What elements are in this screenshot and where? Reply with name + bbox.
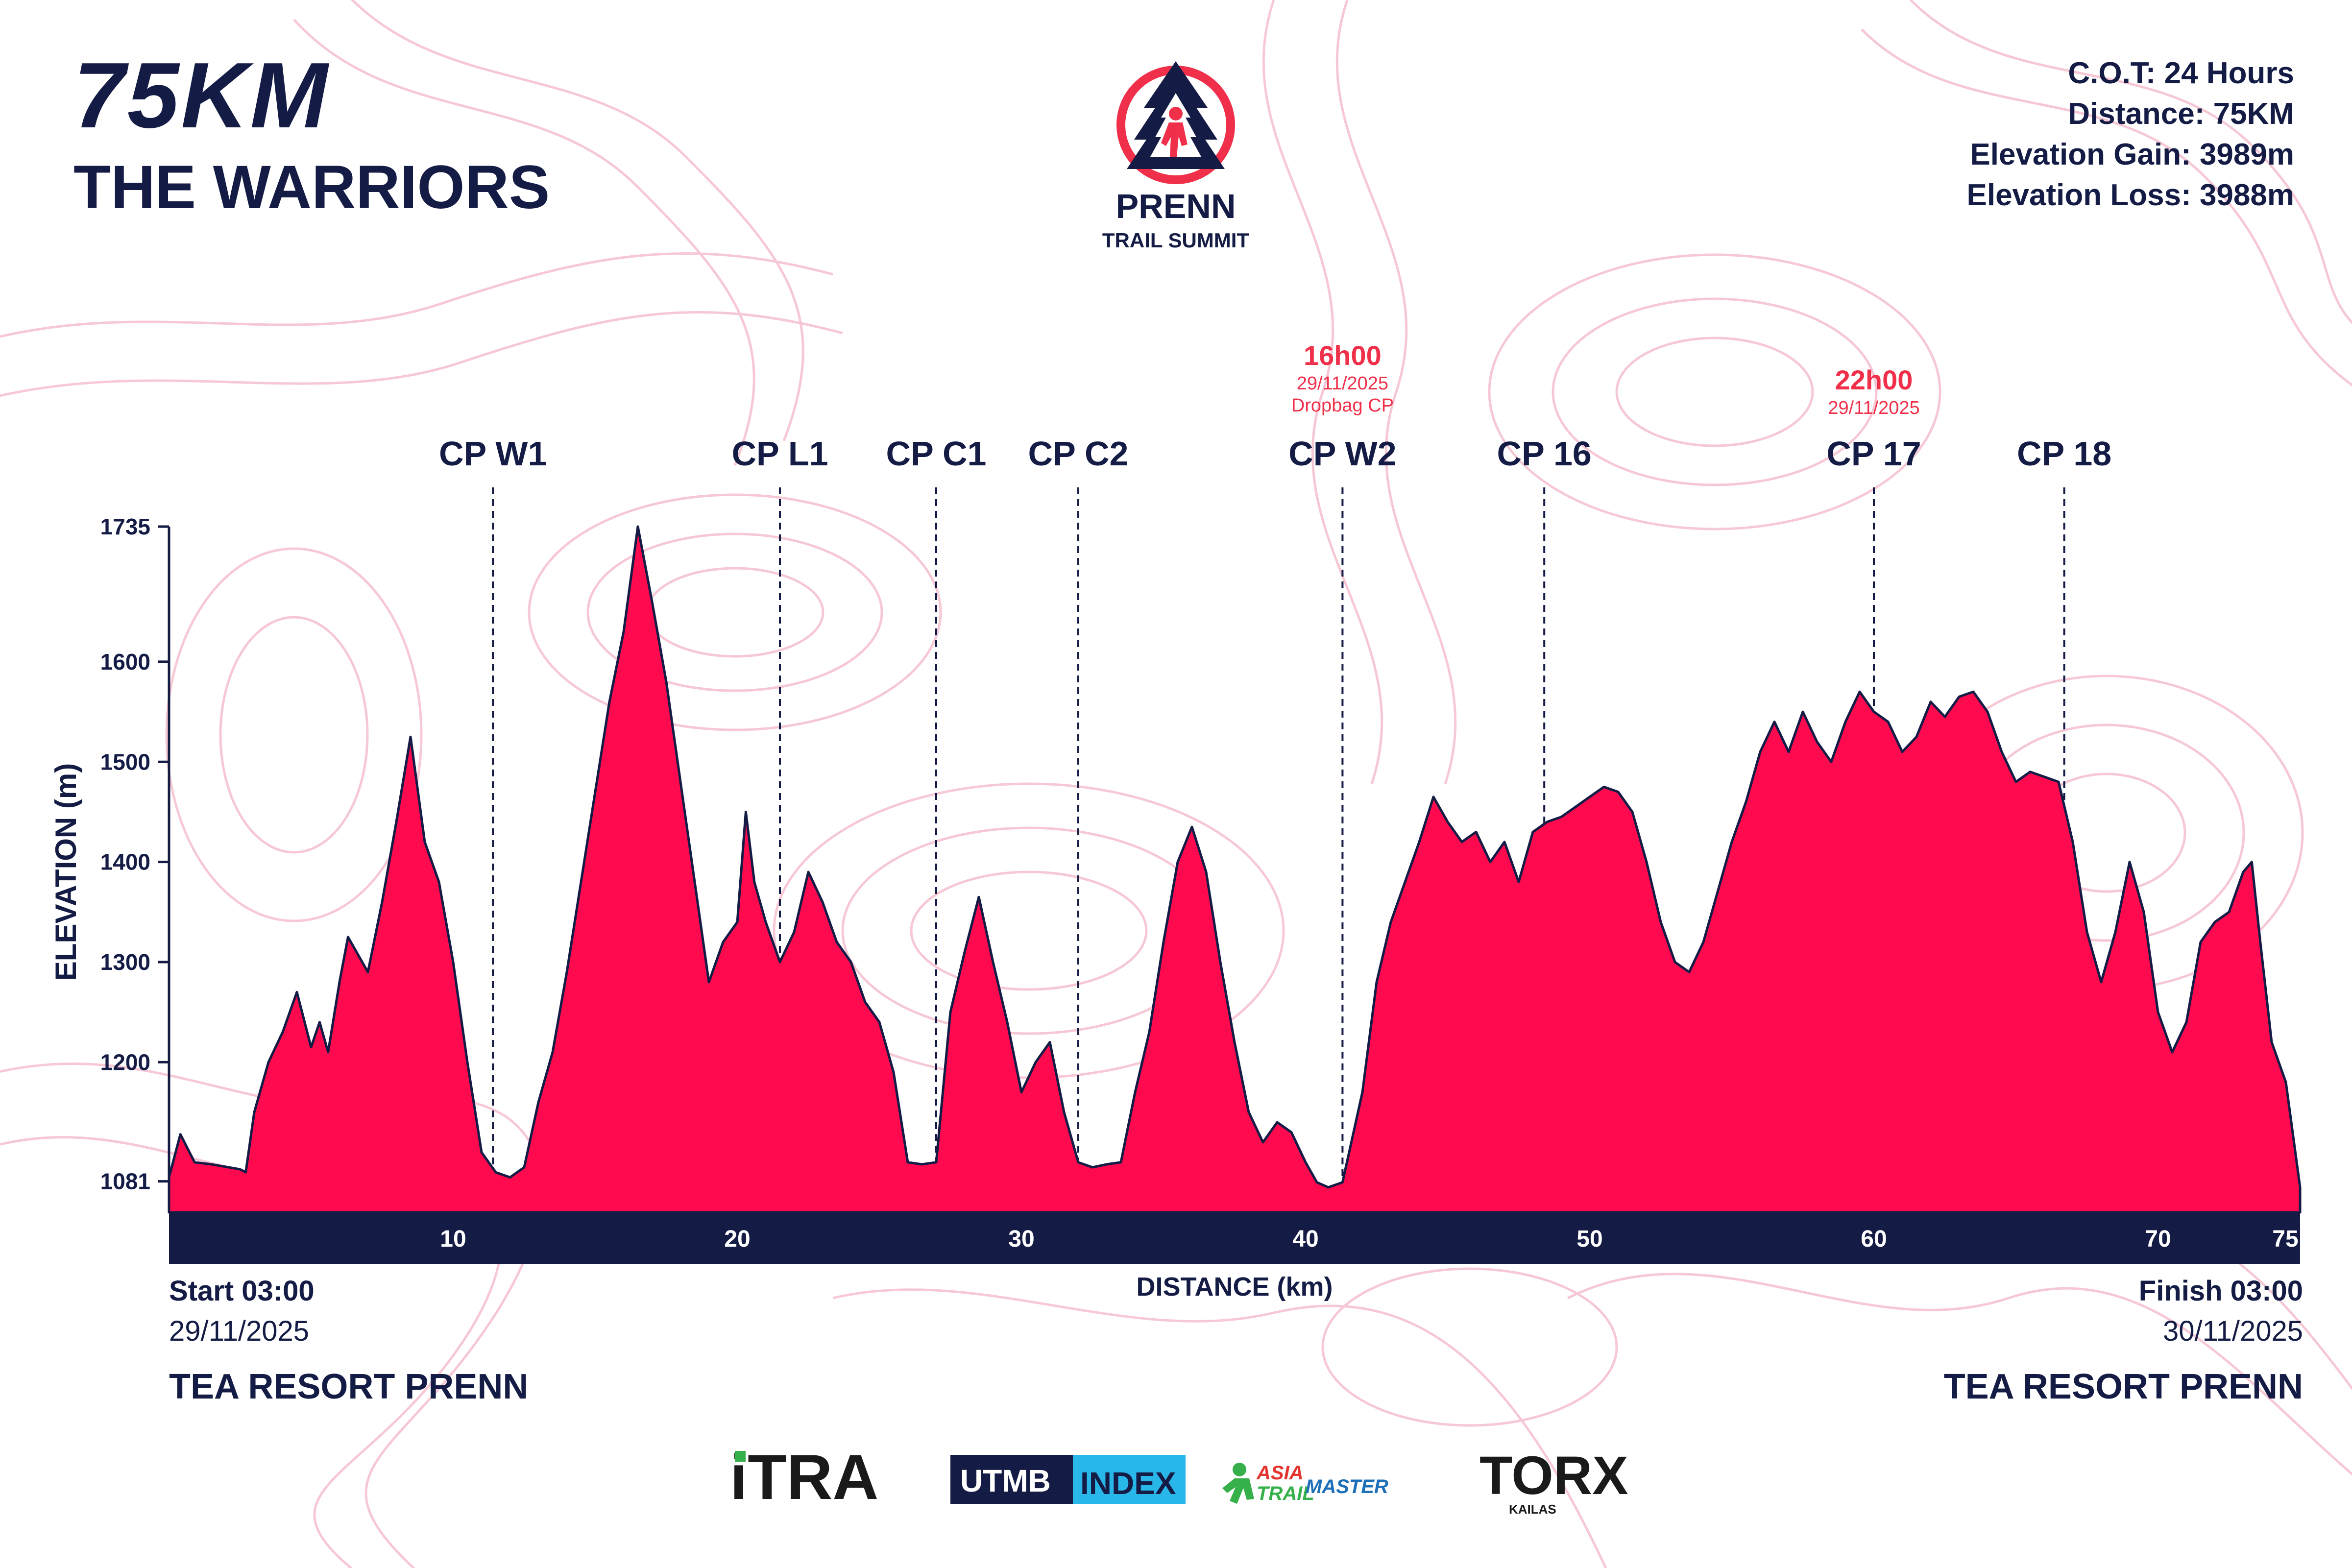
x-tick-label: 50 [1576, 1226, 1602, 1252]
logo-line2: TRAIL SUMMIT [1102, 229, 1250, 252]
torx-logo: TORX KAILAS [1479, 1446, 1628, 1517]
trail-text: TRAIL [1257, 1483, 1314, 1504]
finish-date: 30/11/2025 [2163, 1315, 2303, 1347]
x-tick-label: 60 [1861, 1226, 1887, 1252]
finish-location: TEA RESORT PRENN [1943, 1367, 2303, 1406]
checkpoint-label: CP 16 [1497, 434, 1592, 473]
start-date: 29/11/2025 [169, 1315, 309, 1347]
checkpoint-cutoff-date: 29/11/2025 [1828, 398, 1919, 418]
finish-info: Finish 03:00 30/11/2025 [2139, 1271, 2303, 1351]
checkpoint-label: CP 17 [1826, 434, 1921, 473]
checkpoint-cutoff-date: 29/11/2025 [1297, 373, 1388, 394]
itra-text: iTRA [730, 1441, 878, 1513]
sponsor-logos: iTRA UTMB INDEX ASIA TRAIL MASTER TORX K… [730, 1441, 1628, 1517]
stat-loss: Elevation Loss: 3988m [1966, 178, 2295, 212]
y-tick-label: 1500 [100, 749, 150, 774]
x-tick-label: 10 [440, 1226, 466, 1252]
runner-icon [1233, 1463, 1246, 1476]
finish-time: Finish 03:00 [2138, 1275, 2303, 1307]
checkpoint-note: Dropbag CP [1291, 395, 1394, 416]
checkpoint-label: CP W2 [1288, 434, 1396, 473]
x-axis-ticks: 10 20 30 40 50 60 70 75 [440, 1226, 2298, 1252]
y-tick-label: 1300 [100, 949, 150, 975]
checkpoint-label: CP 18 [2017, 434, 2111, 473]
x-axis-band [169, 1212, 2300, 1264]
elevation-profile-area [168, 525, 2302, 1214]
y-tick-label: 1600 [100, 649, 150, 675]
x-tick-label: 30 [1008, 1226, 1034, 1252]
itra-dot-icon [735, 1451, 746, 1462]
checkpoint-label: CP W1 [439, 434, 547, 473]
start-time: Start 03:00 [169, 1275, 315, 1307]
x-tick-label: 75 [2272, 1226, 2298, 1252]
y-tick-label: 1735 [100, 514, 150, 539]
y-tick-label: 1200 [100, 1049, 150, 1075]
utmb-text: UTMB [960, 1463, 1051, 1498]
checkpoint-cutoff: 16h00 [1304, 340, 1382, 371]
prenn-trail-summit-logo: PRENN TRAIL SUMMIT [1102, 61, 1250, 252]
torx-text: TORX [1479, 1446, 1628, 1506]
checkpoint-cutoff: 22h00 [1835, 364, 1913, 395]
race-name: THE WARRIORS [73, 153, 550, 221]
start-location: TEA RESORT PRENN [169, 1367, 529, 1406]
distance-title: 75KM [73, 44, 330, 147]
checkpoint-label: CP L1 [731, 434, 828, 473]
y-axis-ticks: 1081 1200 1300 1400 1500 1600 1735 [100, 514, 169, 1194]
stat-gain: Elevation Gain: 3989m [1970, 138, 2294, 171]
utmb-index-logo: UTMB INDEX [950, 1455, 1186, 1504]
x-tick-label: 20 [724, 1226, 750, 1252]
asia-trail-master-logo: ASIA TRAIL MASTER [1222, 1462, 1388, 1504]
race-stats: C.O.T: 24 Hours Distance: 75KM Elevation… [1967, 53, 2295, 216]
y-axis-label: ELEVATION (m) [49, 763, 82, 981]
stat-distance: Distance: 75KM [2068, 97, 2294, 131]
asia-text: ASIA [1256, 1462, 1304, 1484]
checkpoint-label: CP C1 [886, 434, 987, 473]
index-text: INDEX [1080, 1466, 1176, 1501]
y-tick-label: 1400 [100, 849, 150, 875]
master-text: MASTER [1306, 1476, 1388, 1497]
x-tick-label: 40 [1292, 1226, 1318, 1252]
checkpoint-label: CP C2 [1028, 434, 1129, 473]
itra-logo: iTRA [730, 1441, 878, 1513]
stat-cot: C.O.T: 24 Hours [2068, 56, 2294, 90]
start-info: Start 03:00 29/11/2025 [169, 1271, 315, 1351]
logo-line1: PRENN [1115, 187, 1236, 225]
y-tick-label: 1081 [100, 1169, 150, 1194]
x-axis-label: DISTANCE (km) [1136, 1272, 1333, 1302]
x-tick-label: 70 [2145, 1226, 2171, 1252]
kailas-text: KAILAS [1509, 1502, 1556, 1517]
